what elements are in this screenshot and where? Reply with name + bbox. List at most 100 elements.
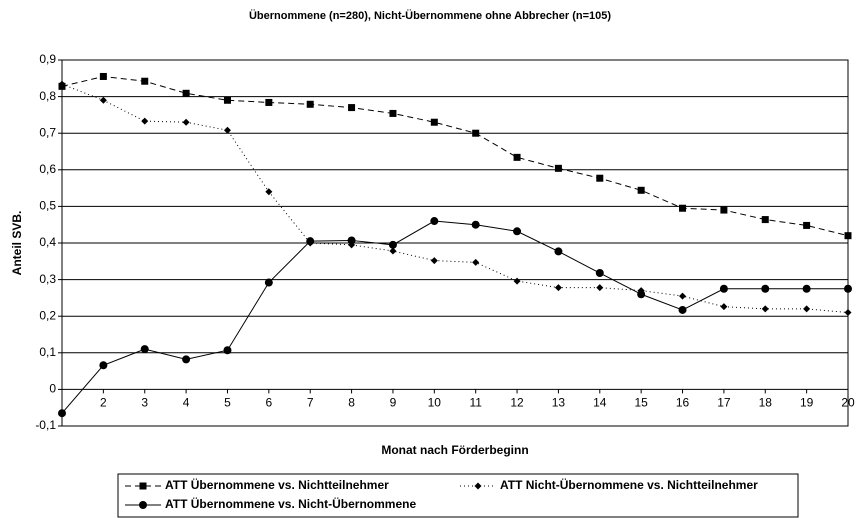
x-axis-label: Monat nach Förderbeginn: [381, 443, 528, 457]
point: [388, 240, 397, 249]
point: [761, 216, 769, 224]
point: [265, 188, 273, 196]
series-line: [61, 83, 849, 314]
point: [719, 284, 728, 293]
x-tick-label: 15: [634, 396, 648, 410]
x-tick-label: 19: [800, 396, 814, 410]
point: [389, 247, 397, 255]
chart-title: Übernommene (n=280), Nicht-Übernommene o…: [249, 9, 611, 22]
point: [720, 303, 728, 311]
point: [99, 72, 107, 80]
point: [720, 206, 728, 214]
point: [99, 361, 108, 370]
point: [306, 100, 314, 108]
legend-marker: [139, 501, 147, 509]
x-tick-label: 5: [224, 396, 231, 410]
x-tick-label: 7: [307, 396, 314, 410]
y-tick-label: -0,1: [35, 418, 56, 432]
point: [761, 305, 769, 313]
y-tick-label: 0,7: [39, 125, 56, 139]
point: [306, 237, 315, 246]
point: [58, 80, 66, 88]
y-tick-label: 0: [49, 382, 56, 396]
point: [679, 204, 687, 212]
point: [513, 227, 522, 236]
legend-marker: [139, 482, 147, 490]
legend-label: ATT Übernommene vs. Nichtteilnehmer: [165, 477, 389, 492]
point: [223, 96, 231, 104]
point: [802, 284, 811, 293]
legend-box: [117, 473, 799, 518]
point: [223, 346, 232, 355]
y-tick-label: 0,8: [39, 89, 56, 103]
point: [430, 217, 439, 226]
point: [389, 109, 397, 117]
x-tick-label: 12: [510, 396, 524, 410]
x-tick-label: 3: [141, 396, 148, 410]
point: [844, 309, 852, 317]
point: [141, 117, 149, 125]
point: [430, 257, 438, 265]
point: [223, 126, 231, 134]
point: [637, 290, 646, 299]
point: [554, 284, 562, 292]
point: [265, 98, 273, 106]
point: [637, 186, 645, 194]
y-tick-label: 0,3: [39, 272, 56, 286]
x-tick-label: 8: [348, 396, 355, 410]
y-tick-label: 0,9: [39, 52, 56, 66]
point: [595, 269, 604, 278]
point: [472, 258, 480, 266]
x-tick-label: 9: [390, 396, 397, 410]
point: [844, 284, 852, 293]
point: [58, 409, 66, 418]
point: [430, 118, 438, 126]
point: [513, 153, 521, 161]
y-tick-label: 0,5: [39, 199, 56, 213]
point: [844, 232, 852, 240]
point: [472, 129, 480, 137]
point: [182, 89, 190, 97]
y-tick-label: 0,6: [39, 162, 56, 176]
point: [554, 164, 562, 172]
point: [182, 355, 191, 364]
point: [679, 292, 687, 300]
point: [678, 305, 687, 314]
y-tick-label: 0,1: [39, 345, 56, 359]
point: [596, 174, 604, 182]
series-line: [61, 75, 849, 237]
x-tick-label: 13: [552, 396, 566, 410]
point: [803, 221, 811, 229]
x-tick-label: 6: [265, 396, 272, 410]
x-tick-label: 4: [183, 396, 190, 410]
point: [182, 118, 190, 126]
point: [264, 278, 273, 287]
y-tick-label: 0,2: [39, 308, 56, 322]
legend-marker: [474, 482, 482, 490]
legend-label: ATT Übernommene vs. Nicht-Übernommene: [165, 496, 416, 511]
point: [513, 277, 521, 285]
x-tick-label: 16: [676, 396, 690, 410]
x-tick-label: 11: [469, 396, 482, 410]
y-tick-label: 0,4: [39, 235, 56, 249]
point: [140, 345, 149, 354]
x-tick-label: 17: [717, 396, 731, 410]
series-line: [61, 220, 848, 414]
x-tick-label: 20: [841, 396, 855, 410]
point: [803, 305, 811, 313]
point: [471, 220, 480, 229]
point: [554, 247, 563, 256]
legend-label: ATT Nicht-Übernommene vs. Nichtteilnehme…: [500, 477, 758, 492]
x-tick-label: 2: [100, 396, 107, 410]
point: [141, 77, 149, 85]
point: [596, 284, 604, 292]
point: [99, 96, 107, 104]
y-axis-label: Anteil SVB.: [10, 211, 24, 276]
x-tick-label: 10: [428, 396, 442, 410]
point: [761, 284, 770, 293]
point: [347, 236, 356, 245]
point: [348, 104, 356, 112]
x-tick-label: 18: [759, 396, 773, 410]
x-tick-label: 14: [593, 396, 607, 410]
